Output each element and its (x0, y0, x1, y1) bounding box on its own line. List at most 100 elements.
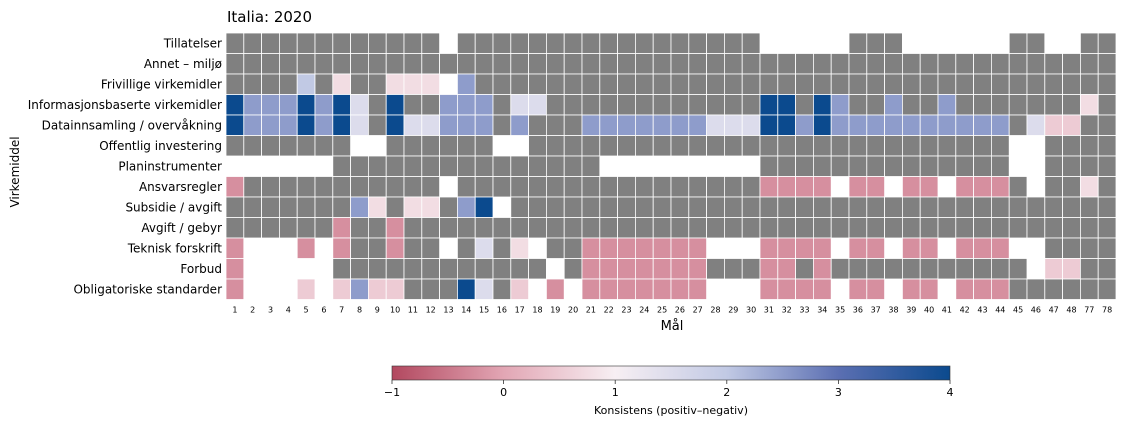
heatmap-cell (563, 53, 583, 75)
heatmap-cell (724, 258, 743, 280)
heatmap-cell (332, 237, 351, 259)
heatmap-cell (546, 176, 565, 198)
heatmap-cell (581, 196, 601, 218)
heatmap-cell (456, 217, 476, 239)
heatmap-cell (991, 73, 1010, 95)
heatmap-cell (314, 53, 334, 75)
heatmap-cell (225, 94, 245, 116)
heatmap-cell (741, 53, 761, 75)
heatmap-cell (635, 135, 654, 157)
heatmap-cell (724, 53, 743, 75)
heatmap-cell (456, 278, 476, 300)
heatmap-cell (510, 53, 529, 75)
heatmap-cell (617, 73, 636, 95)
column-label: 20 (568, 306, 578, 315)
heatmap-cell (563, 176, 583, 198)
heatmap-cell (439, 155, 458, 177)
heatmap-cell (1026, 196, 1046, 218)
heatmap-cell (848, 155, 868, 177)
heatmap-cell (866, 114, 885, 136)
heatmap-cell (724, 176, 743, 198)
heatmap-cell (278, 53, 298, 75)
column-label: 18 (532, 306, 542, 315)
heatmap-cell (635, 94, 654, 116)
heatmap-cell (706, 94, 725, 116)
heatmap-cell (670, 237, 690, 259)
heatmap-cell (563, 114, 583, 136)
heatmap-cell (510, 94, 529, 116)
heatmap-cell (937, 73, 957, 95)
heatmap-cell (296, 135, 316, 157)
heatmap-cell (724, 135, 743, 157)
heatmap-cell (439, 196, 458, 218)
heatmap-cell (510, 258, 529, 280)
heatmap-cell (581, 237, 601, 259)
colorbar-tick-label: 1 (612, 386, 619, 399)
heatmap-cell (937, 114, 957, 136)
heatmap-cell (866, 53, 885, 75)
heatmap-cell (261, 94, 280, 116)
heatmap-cell (474, 278, 494, 300)
heatmap-cell (278, 114, 298, 136)
heatmap-cell (973, 278, 992, 300)
heatmap-cell (1062, 278, 1081, 300)
heatmap-cell (1044, 217, 1064, 239)
heatmap-cell (919, 94, 939, 116)
heatmap-cell (367, 94, 387, 116)
heatmap-cell (617, 32, 636, 54)
heatmap-cell (1026, 32, 1046, 54)
heatmap-cell (848, 135, 868, 157)
heatmap-cell (866, 155, 885, 177)
heatmap-cell (652, 53, 672, 75)
heatmap-cell (528, 217, 547, 239)
heatmap-cell (510, 155, 529, 177)
heatmap-cell (813, 258, 832, 280)
heatmap-cell (332, 73, 351, 95)
heatmap-cell (741, 114, 761, 136)
heatmap-cell (474, 53, 494, 75)
heatmap-cell (955, 258, 974, 280)
column-label: 10 (390, 306, 400, 315)
row-label: Frivillige virkemidler (101, 77, 222, 91)
heatmap-cell (510, 114, 529, 136)
heatmap-cell (617, 217, 636, 239)
heatmap-cell (528, 114, 547, 136)
heatmap-cell (706, 258, 725, 280)
heatmap-cell (261, 53, 280, 75)
heatmap-cell (1080, 278, 1099, 300)
heatmap-cell (492, 32, 512, 54)
heatmap-cell (261, 217, 280, 239)
heatmap-cell (278, 196, 298, 218)
heatmap-cell (991, 237, 1010, 259)
heatmap-cell (670, 53, 690, 75)
column-label: 5 (304, 306, 309, 315)
heatmap-cell (635, 237, 654, 259)
heatmap-cell (243, 114, 263, 136)
heatmap-cell (759, 94, 779, 116)
heatmap-cell (1080, 32, 1099, 54)
heatmap-cell (777, 135, 796, 157)
heatmap-cell (581, 258, 601, 280)
heatmap-cell (848, 53, 868, 75)
heatmap-cell (599, 237, 618, 259)
heatmap-cell (866, 32, 885, 54)
heatmap-cell (1062, 53, 1081, 75)
heatmap-cell (1044, 135, 1064, 157)
heatmap-cell (830, 258, 850, 280)
heatmap-cell (670, 114, 690, 136)
heatmap-cell (973, 135, 992, 157)
heatmap-cell (599, 73, 618, 95)
heatmap-cell (635, 176, 654, 198)
heatmap-cell (777, 94, 796, 116)
heatmap-cell (902, 155, 921, 177)
heatmap-cell (902, 94, 921, 116)
column-label: 32 (782, 306, 792, 315)
column-label: 16 (497, 306, 507, 315)
heatmap-cell (439, 278, 458, 300)
heatmap-cell (741, 73, 761, 95)
heatmap-cell (296, 53, 316, 75)
heatmap-cell (759, 53, 779, 75)
heatmap-cell (724, 217, 743, 239)
heatmap-cell (367, 278, 387, 300)
heatmap-cells (225, 32, 1117, 300)
